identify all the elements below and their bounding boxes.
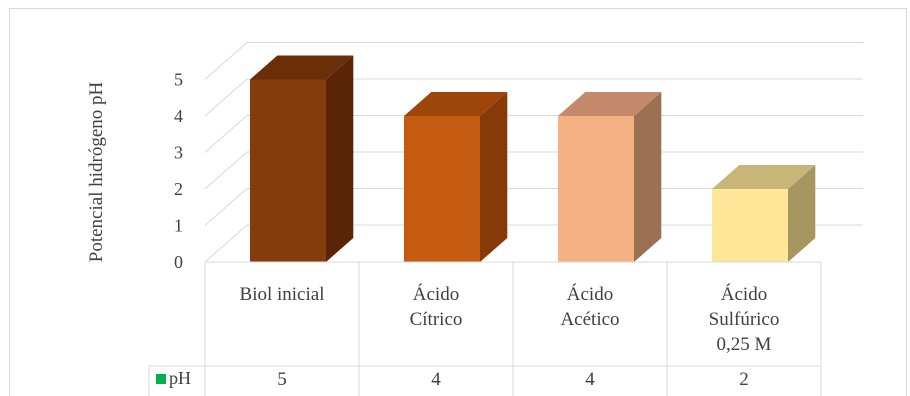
bar-top <box>712 164 816 189</box>
gridline <box>204 78 863 117</box>
bar-front <box>712 189 788 262</box>
y-tick-label: 2 <box>174 179 183 199</box>
bar-top <box>250 55 354 80</box>
category-label: Acético <box>560 309 619 330</box>
legend-key <box>156 374 166 384</box>
gridlines <box>204 42 863 263</box>
category-label: Ácido <box>413 283 459 305</box>
category-label: Biol inicial <box>240 284 325 305</box>
bar-front <box>404 116 480 262</box>
y-tick-label: 3 <box>174 143 183 163</box>
table-value: 4 <box>431 369 441 390</box>
series-name: pH <box>169 368 191 388</box>
bars <box>250 55 816 263</box>
bar-side <box>480 91 508 262</box>
data-table: Biol inicial Ácido Cítrico Ácido Acético Ácid… <box>148 261 822 396</box>
y-tick-label: 1 <box>174 216 183 236</box>
category-label: Cítrico <box>410 309 463 330</box>
bar-side <box>634 91 662 262</box>
chart-frame <box>9 8 907 396</box>
category-label: Ácido <box>721 283 767 305</box>
bar-top <box>404 91 508 116</box>
bar <box>404 91 508 262</box>
category-label: Sulfúrico <box>709 309 780 330</box>
bar-front <box>250 79 326 262</box>
y-tick-label: 4 <box>174 106 183 126</box>
bar-front <box>558 116 634 262</box>
bar <box>558 91 662 262</box>
bar <box>712 164 816 262</box>
bar-side <box>326 55 354 263</box>
y-axis: 0 1 2 3 4 5 <box>174 70 183 273</box>
category-label: Ácido <box>567 283 613 305</box>
y-axis-title: Potencial hidrógeno pH <box>86 81 107 262</box>
category-label: 0,25 M <box>717 334 772 355</box>
bar-top <box>558 91 662 116</box>
table-value: 2 <box>739 369 749 390</box>
y-tick-label: 5 <box>174 70 183 90</box>
bar-side <box>788 164 816 262</box>
gridline <box>204 42 863 80</box>
table-value: 4 <box>585 369 595 390</box>
bar <box>250 55 354 263</box>
table-value: 5 <box>277 369 287 390</box>
y-tick-label: 0 <box>174 252 183 272</box>
